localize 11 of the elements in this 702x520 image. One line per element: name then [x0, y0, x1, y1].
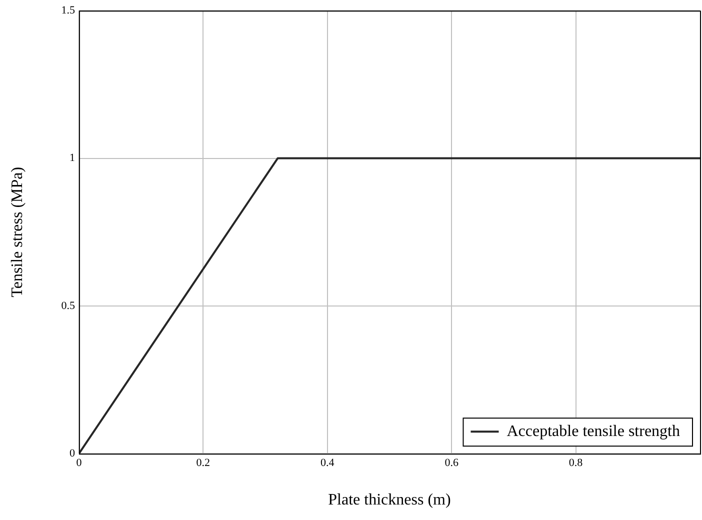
x-tick-label: 0.8 [568, 457, 584, 470]
legend-label: Acceptable tensile strength [506, 422, 680, 440]
y-tick-label: 0.5 [61, 300, 76, 312]
x-tick-label: 0.2 [196, 457, 210, 470]
x-axis-title: Plate thickness (m) [328, 492, 451, 509]
y-axis-title: Tensile stress (MPa) [8, 166, 26, 298]
y-tick-label: 1.5 [61, 4, 76, 16]
x-tick-label: 0.6 [444, 457, 459, 470]
y-tick-label: 1 [69, 152, 75, 164]
y-tick-label: 0 [69, 447, 76, 460]
x-tick-label: 0.4 [320, 457, 335, 470]
